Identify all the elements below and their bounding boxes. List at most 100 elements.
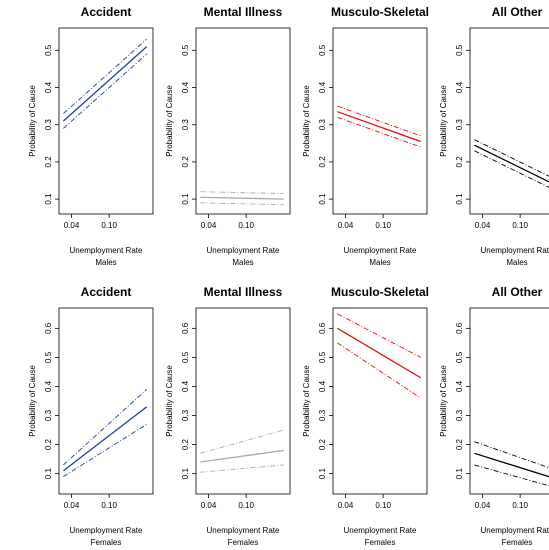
x-axis-label: Unemployment Rate xyxy=(207,526,280,535)
y-tick-label: 0.2 xyxy=(181,438,190,450)
plot-frame xyxy=(195,27,291,215)
x-axis-sublabel: Females xyxy=(365,538,396,547)
lower-ci-line xyxy=(63,423,147,477)
chart-panel: Accident 0.1 0.2 0.3 0.4 0.5 0.6 0.04 0.10 Unempl… xyxy=(28,285,154,547)
y-tick-label: 0.3 xyxy=(318,409,327,421)
y-tick-label: 0.1 xyxy=(455,193,464,205)
y-tick-label: 0.2 xyxy=(44,156,53,168)
y-tick-label: 0.6 xyxy=(44,322,53,334)
fit-line xyxy=(62,406,148,472)
y-axis-label: Probability of Cause xyxy=(28,365,37,437)
fit-line xyxy=(474,144,549,183)
x-tick-label: 0.10 xyxy=(512,221,528,230)
y-tick-label: 0.3 xyxy=(455,409,464,421)
fit-line xyxy=(337,327,422,379)
upper-ci-line xyxy=(63,389,148,466)
y-tick-label: 0.6 xyxy=(455,322,464,334)
plot-frame xyxy=(469,307,549,495)
y-tick-label: 0.4 xyxy=(181,81,190,93)
x-tick-label: 0.04 xyxy=(201,221,217,230)
y-tick-label: 0.3 xyxy=(455,119,464,131)
x-axis-sublabel: Males xyxy=(232,258,253,267)
y-tick-label: 0.4 xyxy=(455,81,464,93)
chart-title: All Other xyxy=(492,5,543,19)
y-tick-label: 0.1 xyxy=(318,193,327,205)
y-tick-label: 0.5 xyxy=(181,44,190,56)
x-axis-label: Unemployment Rate xyxy=(207,246,280,255)
plot-frame xyxy=(195,307,291,495)
x-axis-label: Unemployment Rate xyxy=(344,246,417,255)
lower-ci-line xyxy=(474,464,549,487)
plot-frame xyxy=(58,27,154,215)
x-axis-sublabel: Females xyxy=(502,538,533,547)
x-tick-label: 0.04 xyxy=(338,221,354,230)
x-tick-label: 0.04 xyxy=(64,221,80,230)
chart-panel: Accident 0.1 0.2 0.3 0.4 0.5 0.04 0.10 Unemploym… xyxy=(28,5,154,267)
y-tick-label: 0.6 xyxy=(318,322,327,334)
x-axis-sublabel: Females xyxy=(91,538,122,547)
lower-ci-line xyxy=(200,202,284,206)
y-tick-label: 0.2 xyxy=(455,438,464,450)
upper-ci-line xyxy=(63,38,148,114)
upper-ci-line xyxy=(200,191,284,194)
y-tick-label: 0.3 xyxy=(181,119,190,131)
y-tick-label: 0.6 xyxy=(181,322,190,334)
chart-title: Musculo-Skeletal xyxy=(331,5,429,19)
x-tick-label: 0.04 xyxy=(64,501,80,510)
plot-frame xyxy=(332,27,428,215)
x-tick-label: 0.04 xyxy=(475,221,491,230)
lower-ci-line xyxy=(337,342,421,399)
y-tick-label: 0.4 xyxy=(181,380,190,392)
x-axis-label: Unemployment Rate xyxy=(344,526,417,535)
y-tick-label: 0.2 xyxy=(44,438,53,450)
y-tick-label: 0.4 xyxy=(318,81,327,93)
y-tick-label: 0.5 xyxy=(44,44,53,56)
y-axis-label: Probability of Cause xyxy=(165,85,174,157)
chart-title: All Other xyxy=(492,285,543,299)
y-tick-label: 0.2 xyxy=(181,156,190,168)
lower-ci-line xyxy=(474,150,549,188)
plot-frame xyxy=(469,27,549,215)
fit-line xyxy=(474,452,549,478)
x-axis-sublabel: Males xyxy=(369,258,390,267)
y-tick-label: 0.2 xyxy=(318,438,327,450)
upper-ci-line xyxy=(200,429,284,454)
upper-ci-line xyxy=(337,313,421,358)
x-tick-label: 0.04 xyxy=(338,501,354,510)
chart-panel: All Other 0.1 0.2 0.3 0.4 0.5 0.04 0.10 Unemploy… xyxy=(439,5,549,267)
chart-panel: Mental Illness 0.1 0.2 0.3 0.4 0.5 0.6 0.04 0.10… xyxy=(165,285,291,547)
x-axis-sublabel: Males xyxy=(95,258,116,267)
y-tick-label: 0.1 xyxy=(181,193,190,205)
x-axis-label: Unemployment Rate xyxy=(481,246,549,255)
plot-frame xyxy=(58,307,154,495)
y-tick-label: 0.3 xyxy=(318,119,327,131)
y-tick-label: 0.3 xyxy=(44,119,53,131)
x-axis-label: Unemployment Rate xyxy=(70,526,143,535)
x-tick-label: 0.10 xyxy=(375,501,391,510)
x-tick-label: 0.10 xyxy=(101,501,117,510)
y-axis-label: Probability of Cause xyxy=(165,365,174,437)
fit-line xyxy=(62,46,148,122)
y-axis-label: Probability of Cause xyxy=(302,365,311,437)
x-tick-label: 0.04 xyxy=(475,501,491,510)
y-tick-label: 0.5 xyxy=(318,44,327,56)
y-tick-label: 0.5 xyxy=(44,351,53,363)
y-axis-label: Probability of Cause xyxy=(439,85,448,157)
y-tick-label: 0.4 xyxy=(44,380,53,392)
y-axis-label: Probability of Cause xyxy=(302,85,311,157)
y-tick-label: 0.4 xyxy=(318,380,327,392)
y-tick-label: 0.2 xyxy=(318,156,327,168)
lower-ci-line xyxy=(200,464,284,473)
x-tick-label: 0.10 xyxy=(238,501,254,510)
x-tick-label: 0.10 xyxy=(512,501,528,510)
y-axis-label: Probability of Cause xyxy=(28,85,37,157)
y-tick-label: 0.1 xyxy=(44,468,53,480)
chart-title: Mental Illness xyxy=(204,285,283,299)
upper-ci-line xyxy=(337,105,421,137)
y-tick-label: 0.5 xyxy=(181,351,190,363)
x-axis-sublabel: Females xyxy=(228,538,259,547)
chart-panel: All Other 0.1 0.2 0.3 0.4 0.5 0.6 0.04 0.10 Unemp… xyxy=(439,285,549,547)
y-tick-label: 0.4 xyxy=(44,81,53,93)
chart-title: Mental Illness xyxy=(204,5,283,19)
